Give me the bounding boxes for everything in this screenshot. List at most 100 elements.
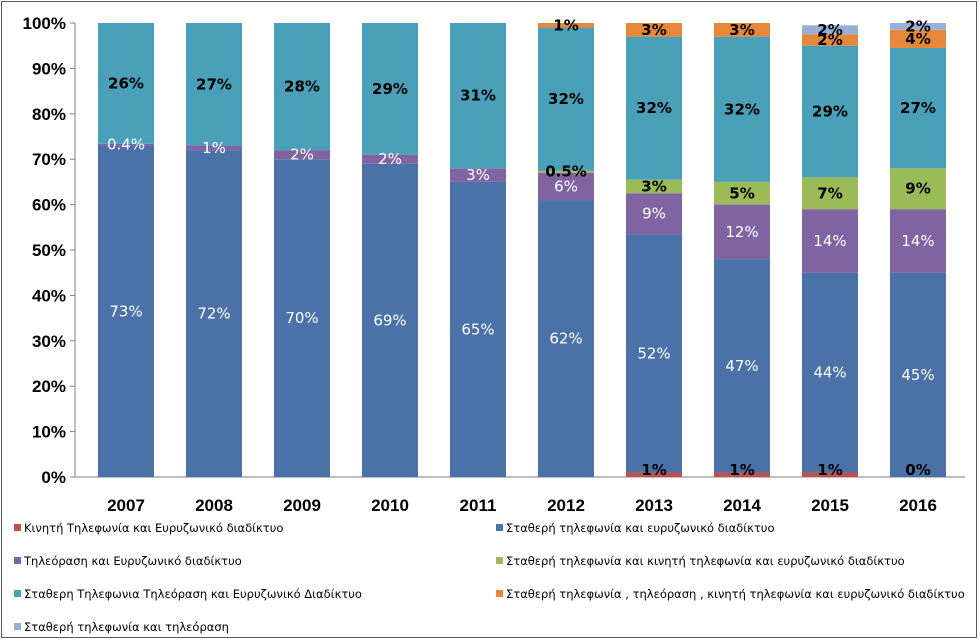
- data-label: 0%: [905, 461, 930, 479]
- data-label: 1%: [553, 16, 578, 34]
- legend-entry: Σταθερη Τηλεφωνια Τηλεόραση και Ευρυζωνι…: [24, 587, 362, 601]
- data-label: 0.4%: [107, 136, 145, 154]
- y-tick-label: 90%: [32, 59, 66, 78]
- data-label: 70%: [285, 309, 318, 327]
- y-tick-label: 30%: [32, 332, 66, 351]
- bar-segment: [186, 145, 242, 151]
- x-tick-label: 2015: [811, 496, 849, 515]
- bar-segment: [890, 272, 946, 477]
- data-label: 1%: [202, 139, 226, 157]
- data-label: 47%: [725, 357, 758, 375]
- bar-segment: [802, 177, 858, 210]
- x-tick-label: 2007: [107, 496, 145, 515]
- y-tick-label: 100%: [23, 14, 66, 33]
- y-tick-label: 40%: [32, 286, 66, 305]
- data-label: 14%: [901, 232, 934, 250]
- data-label: 45%: [901, 366, 934, 384]
- bar-segment: [186, 23, 242, 146]
- bar-segment: [362, 163, 418, 478]
- y-tick-label: 10%: [32, 423, 66, 442]
- bar-segment: [450, 181, 506, 477]
- x-tick-label: 2008: [195, 496, 233, 515]
- bar-segment: [98, 23, 154, 144]
- bar-segment: [714, 23, 770, 37]
- data-label: 52%: [637, 344, 670, 362]
- bar-segment: [362, 154, 418, 164]
- bar-segment: [802, 209, 858, 273]
- x-tick-label: 2016: [899, 496, 937, 515]
- bar-segment: [626, 179, 682, 194]
- data-label: 3%: [729, 21, 754, 39]
- bar-segment: [362, 23, 418, 155]
- bar-segment: [626, 193, 682, 235]
- bar-segment: [538, 23, 594, 28]
- data-label: 2%: [817, 31, 842, 49]
- data-label: 65%: [461, 320, 494, 338]
- data-label: 27%: [196, 75, 232, 93]
- bar-segment: [802, 25, 858, 35]
- data-label: 12%: [725, 223, 758, 241]
- bar-segment: [714, 204, 770, 260]
- bar-segment: [714, 472, 770, 477]
- legend-entry: Σταθερή τηλεφωνία και ευρυζωνικό διαδίκτ…: [506, 521, 775, 535]
- data-label: 32%: [548, 90, 584, 108]
- y-tick-label: 60%: [32, 196, 66, 215]
- data-label: 9%: [905, 180, 930, 198]
- legend-entry: Σταθερή τηλεφωνία και τηλεόραση: [24, 620, 229, 634]
- bar-segment: [714, 36, 770, 182]
- data-label: 2%: [905, 17, 930, 35]
- bar-segment: [714, 181, 770, 205]
- bar-segment: [98, 143, 154, 146]
- data-label: 0.5%: [545, 163, 587, 181]
- bar-segment: [538, 27, 594, 171]
- bar-segment: [802, 472, 858, 477]
- bar-segment: [538, 170, 594, 173]
- data-label: 14%: [813, 232, 846, 250]
- x-tick-label: 2009: [283, 496, 321, 515]
- bar-segment: [714, 259, 770, 473]
- y-tick-label: 50%: [32, 241, 66, 260]
- y-tick-label: 20%: [32, 377, 66, 396]
- data-label: 72%: [197, 305, 230, 323]
- data-label: 2%: [378, 150, 402, 168]
- bar-segment: [538, 200, 594, 477]
- bar-segment: [274, 23, 330, 151]
- legend-swatch: [14, 557, 21, 564]
- x-tick-label: 2010: [371, 496, 409, 515]
- data-label: 2%: [817, 21, 842, 39]
- data-label: 9%: [642, 205, 666, 223]
- bar-segment: [98, 145, 154, 477]
- legend-swatch: [496, 590, 503, 597]
- y-tick-label: 0%: [41, 468, 66, 487]
- data-label: 4%: [905, 30, 930, 48]
- legend-swatch: [14, 524, 21, 531]
- y-tick-label: 70%: [32, 150, 66, 169]
- x-tick-label: 2011: [460, 496, 497, 515]
- bar-segment: [802, 34, 858, 46]
- bar-segment: [890, 47, 946, 169]
- data-label: 44%: [813, 364, 846, 382]
- data-label: 29%: [812, 103, 848, 121]
- legend-entry: Τηλεόραση και Ευρυζωνικό διαδίκτυο: [23, 554, 242, 568]
- legend-entry: Σταθερή τηλεφωνία και κινητή τηλεφωνία κ…: [506, 554, 905, 568]
- data-label: 29%: [372, 80, 408, 98]
- data-label: 73%: [109, 302, 142, 320]
- data-label: 31%: [460, 87, 496, 105]
- bar-segment: [890, 23, 946, 30]
- bar-segment: [274, 159, 330, 477]
- data-label: 7%: [817, 184, 842, 202]
- bar-segment: [802, 45, 858, 178]
- legend-entry: Σταθερή τηλεφωνία , τηλεόραση , κινητή τ…: [506, 587, 965, 601]
- bar-segment: [450, 168, 506, 182]
- data-label: 3%: [466, 166, 490, 184]
- data-label: 1%: [641, 461, 666, 479]
- legend-entry: Κινητή Τηλεφωνία και Ευρυζωνικό διαδίκτυ…: [24, 521, 283, 535]
- bar-segment: [890, 29, 946, 48]
- data-label: 32%: [724, 100, 760, 118]
- data-label: 28%: [284, 78, 320, 96]
- bar-segment: [450, 23, 506, 169]
- bar-segment: [626, 23, 682, 37]
- data-label: 1%: [729, 461, 754, 479]
- data-label: 6%: [554, 177, 578, 195]
